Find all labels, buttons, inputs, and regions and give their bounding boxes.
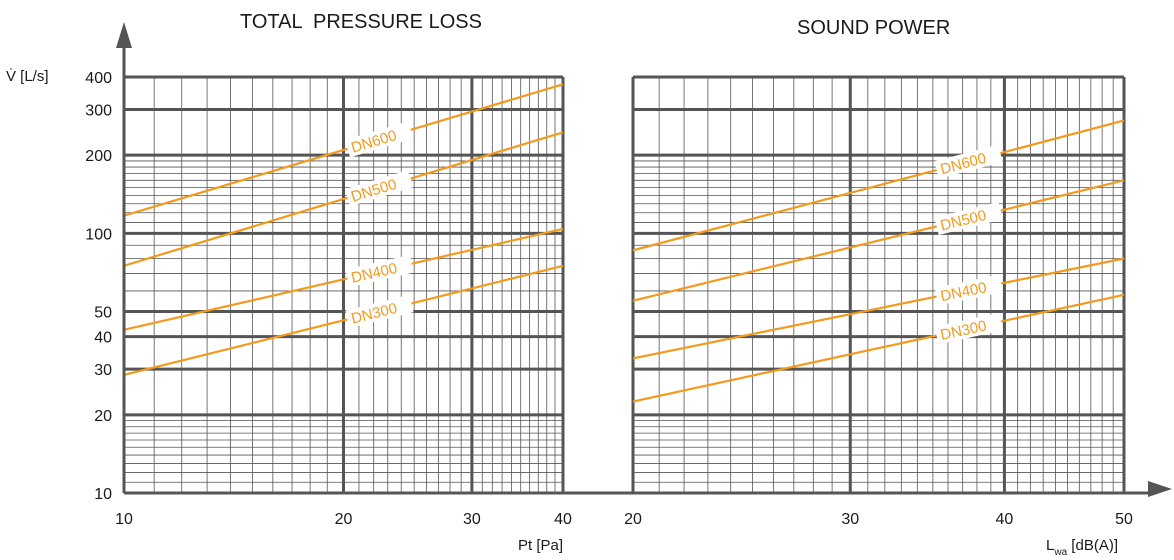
y-tick-label: 30 bbox=[94, 362, 112, 379]
x-axis-label-pressure: Pt [Pa] bbox=[518, 537, 563, 554]
y-tick-label: 100 bbox=[85, 226, 112, 243]
y-tick-label: 40 bbox=[94, 330, 112, 347]
y-tick-label: 300 bbox=[85, 102, 112, 119]
x-axis-label-sound-rest: [dB(A)] bbox=[1067, 537, 1118, 554]
x-tick-label: 40 bbox=[996, 511, 1014, 528]
panel-title-pressure: TOTAL PRESSURE LOSS bbox=[240, 11, 482, 33]
series-line-dn300 bbox=[632, 293, 1125, 403]
series-label-group: DN400 bbox=[934, 274, 1004, 306]
y-tick-label: 50 bbox=[94, 305, 112, 322]
series-label-group: DN600 bbox=[344, 121, 414, 158]
y-tick-label: 10 bbox=[94, 486, 112, 503]
series-line-dn600 bbox=[632, 119, 1125, 252]
x-axis-arrow bbox=[1148, 481, 1172, 497]
y-axis-arrow bbox=[116, 22, 132, 48]
series-label-group: DN500 bbox=[344, 170, 414, 207]
y-axis-label: V̇ [L/s] bbox=[6, 68, 49, 85]
series-label-bg bbox=[345, 254, 414, 288]
series-label-dn400: DN400 bbox=[939, 279, 988, 305]
series-line-dn600 bbox=[123, 83, 564, 217]
series-label-bg bbox=[345, 294, 414, 329]
series-label-bg bbox=[934, 274, 1004, 306]
x-tick-label: 50 bbox=[1115, 511, 1133, 528]
series-label-dn300: DN300 bbox=[350, 300, 399, 328]
labels: TOTAL PRESSURE LOSS SOUND POWER V̇ [L/s]… bbox=[6, 11, 1118, 558]
series-label-group: DN300 bbox=[934, 312, 1003, 345]
series-label-bg bbox=[934, 201, 1003, 236]
x-tick-label: 30 bbox=[463, 511, 481, 528]
series-line-dn500 bbox=[123, 131, 564, 267]
series-label-group: DN600 bbox=[934, 144, 1003, 179]
series-label-bg bbox=[344, 121, 414, 158]
x-tick-label: 30 bbox=[841, 511, 859, 528]
y-tick-label: 400 bbox=[85, 70, 112, 87]
tick-labels: 10 20 30 40 20 30 40 50 10 20 30 40 50 100 200 300 400 bbox=[85, 70, 1133, 528]
x-axis-label-sound-main: L bbox=[1046, 537, 1054, 554]
series-label-group: DN400 bbox=[345, 254, 414, 288]
x-axis-label-sound-sub: wa bbox=[1053, 547, 1067, 558]
axes bbox=[116, 22, 1172, 497]
series-label-group: DN300 bbox=[345, 294, 414, 329]
series-line-dn500 bbox=[632, 179, 1125, 302]
y-tick-label: 20 bbox=[94, 408, 112, 425]
panel-title-sound: SOUND POWER bbox=[797, 17, 950, 39]
x-tick-label: 20 bbox=[624, 511, 642, 528]
x-axis-label-sound: Lwa [dB(A)] bbox=[1046, 537, 1118, 558]
y-tick-label: 200 bbox=[85, 148, 112, 165]
series-label-group: DN500 bbox=[934, 201, 1003, 236]
series-line-dn400 bbox=[123, 227, 564, 331]
series-label-bg bbox=[934, 312, 1003, 345]
x-tick-label: 20 bbox=[335, 511, 353, 528]
x-tick-label: 40 bbox=[554, 511, 572, 528]
series-line-dn300 bbox=[123, 264, 564, 376]
x-tick-label: 10 bbox=[115, 511, 133, 528]
series-line-dn400 bbox=[632, 257, 1125, 360]
series-label-dn300: DN300 bbox=[939, 317, 988, 344]
series-layer: DN600 DN500 DN400 DN300 DN600 DN500 DN400 DN300 bbox=[123, 83, 1125, 403]
series-label-bg bbox=[934, 144, 1003, 179]
series-label-bg bbox=[344, 170, 414, 207]
series-label-dn400: DN400 bbox=[350, 260, 399, 287]
series-label-dn500: DN500 bbox=[939, 207, 988, 235]
grid bbox=[122, 75, 1126, 495]
